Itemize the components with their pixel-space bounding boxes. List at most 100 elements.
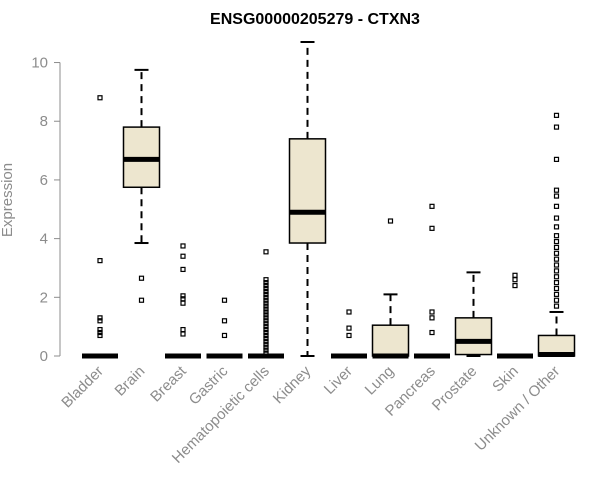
x-tick-label: Skin — [489, 363, 522, 396]
outlier-point — [221, 332, 228, 339]
x-tick-label: Lung — [362, 363, 398, 399]
outlier-point — [180, 253, 186, 259]
x-tick-label: Bladder — [58, 363, 107, 412]
box-pancreas — [414, 203, 450, 359]
outlier-point — [263, 297, 269, 303]
outlier-point — [429, 225, 435, 231]
y-tick-label: 8 — [40, 113, 48, 130]
x-tick-label: Breast — [147, 362, 190, 405]
outlier-point — [553, 291, 560, 297]
outlier-point — [97, 332, 103, 339]
outlier-point — [553, 156, 560, 162]
outlier-point — [553, 262, 560, 268]
outlier-point — [97, 258, 103, 264]
box-brain — [122, 68, 161, 303]
outlier-point — [553, 244, 560, 251]
outlier-point — [221, 318, 228, 324]
box-gastric — [206, 297, 243, 359]
box-lung — [371, 218, 410, 359]
outlier-point — [553, 256, 560, 262]
box-hematopoietic-cells — [248, 249, 284, 359]
outlier-point — [346, 332, 352, 339]
outlier-point — [263, 288, 269, 295]
outlier-point — [263, 294, 269, 300]
outlier-point — [429, 203, 435, 209]
outlier-point — [263, 282, 269, 289]
outlier-point — [263, 321, 269, 327]
outlier-point — [263, 309, 269, 315]
box-breast — [165, 243, 201, 359]
outlier-point — [553, 112, 560, 118]
outlier-point — [138, 297, 145, 303]
outlier-point — [263, 332, 269, 339]
outlier-point — [263, 312, 269, 318]
outlier-point — [553, 215, 560, 221]
outlier-point — [553, 203, 560, 209]
outlier-point — [97, 315, 103, 321]
outlier-point — [263, 280, 269, 286]
outlier-point — [429, 315, 435, 321]
outlier-point — [263, 300, 269, 306]
boxes-group — [82, 41, 576, 359]
outlier-point — [263, 347, 269, 353]
outlier-point — [263, 249, 269, 255]
box-liver — [331, 309, 367, 359]
iqr-box — [288, 138, 327, 244]
x-tick-label: Kidney — [270, 362, 315, 407]
x-tick-label: Prostate — [429, 363, 481, 415]
outlier-point — [553, 193, 560, 199]
iqr-box — [371, 324, 410, 357]
box-bladder — [82, 95, 118, 359]
outlier-point — [180, 300, 186, 306]
outlier-point — [221, 297, 228, 303]
outlier-point — [553, 303, 560, 309]
outlier-point — [97, 329, 103, 336]
outlier-point — [553, 233, 560, 239]
outlier-point — [429, 329, 435, 336]
outlier-point — [180, 326, 186, 333]
outlier-point — [512, 282, 518, 289]
outlier-point — [553, 297, 560, 303]
outlier-point — [180, 331, 186, 337]
outlier-point — [97, 318, 103, 324]
outlier-point — [263, 324, 269, 330]
outlier-point — [346, 325, 352, 331]
outlier-point — [263, 338, 269, 344]
outlier-point — [263, 335, 269, 341]
outlier-point — [512, 277, 518, 283]
outlier-point — [263, 303, 269, 309]
outlier-point — [263, 291, 269, 297]
outlier-point — [553, 250, 560, 256]
outlier-point — [263, 315, 269, 321]
outlier-point — [180, 296, 186, 302]
y-tick-label: 6 — [40, 172, 48, 189]
x-tick-label: Brain — [112, 363, 149, 400]
box-unknown-other — [537, 112, 576, 358]
outlier-point — [263, 341, 269, 347]
outlier-point — [263, 350, 269, 356]
outlier-point — [180, 266, 186, 273]
outlier-point — [346, 309, 352, 315]
outlier-point — [553, 280, 560, 286]
outlier-point — [97, 326, 103, 333]
outlier-point — [429, 309, 435, 315]
y-tick-label: 10 — [31, 55, 48, 72]
outlier-point — [553, 238, 560, 245]
outlier-point — [138, 275, 145, 281]
outlier-point — [180, 243, 186, 249]
outlier-point — [263, 326, 269, 333]
y-tick-label: 2 — [40, 289, 48, 306]
iqr-box — [454, 317, 493, 356]
outlier-point — [263, 277, 269, 283]
outlier-point — [180, 293, 186, 299]
outlier-point — [512, 272, 518, 278]
chart-title: ENSG00000205279 - CTXN3 — [210, 11, 420, 28]
outlier-point — [263, 306, 269, 312]
outlier-point — [263, 329, 269, 336]
outlier-point — [553, 285, 560, 292]
outlier-point — [553, 187, 560, 193]
y-axis-label: Expression — [0, 163, 16, 237]
outlier-point — [263, 285, 269, 292]
